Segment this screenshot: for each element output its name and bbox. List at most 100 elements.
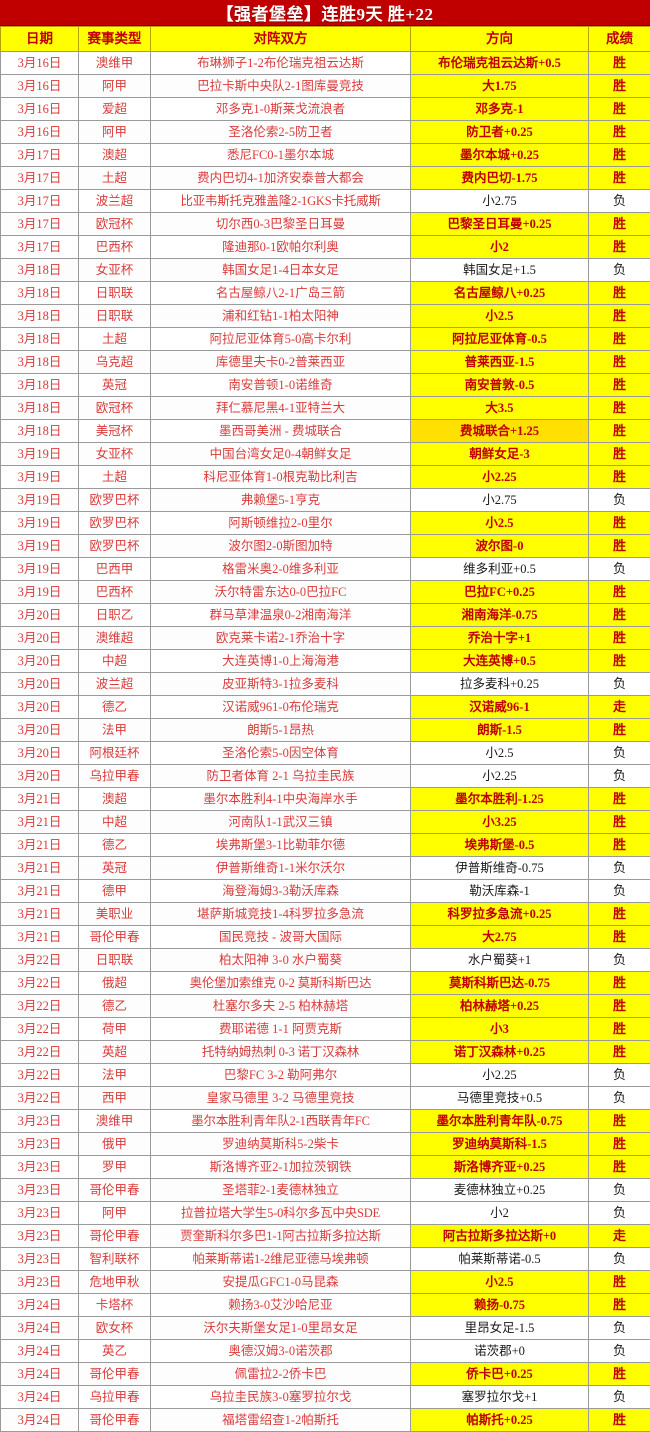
cell-direction: 小2.5 (411, 305, 589, 328)
cell-result: 胜 (589, 52, 650, 75)
cell-direction: 小2.25 (411, 765, 589, 788)
cell-date: 3月20日 (1, 604, 79, 627)
cell-direction: 小2.5 (411, 1271, 589, 1294)
cell-date: 3月24日 (1, 1340, 79, 1363)
cell-direction: 马德里竞技+0.5 (411, 1087, 589, 1110)
cell-league: 波兰超 (79, 673, 151, 696)
cell-league: 土超 (79, 328, 151, 351)
cell-direction: 朗斯-1.5 (411, 719, 589, 742)
cell-result: 胜 (589, 788, 650, 811)
cell-date: 3月23日 (1, 1271, 79, 1294)
cell-result: 胜 (589, 420, 650, 443)
cell-match: 欧克莱卡诺2-1乔治十字 (151, 627, 411, 650)
cell-league: 英冠 (79, 374, 151, 397)
cell-direction: 朝鲜女足-3 (411, 443, 589, 466)
cell-result: 胜 (589, 75, 650, 98)
cell-direction: 小2.75 (411, 190, 589, 213)
cell-league: 波兰超 (79, 190, 151, 213)
cell-league: 德甲 (79, 880, 151, 903)
cell-match: 杜塞尔多夫 2-5 柏林赫塔 (151, 995, 411, 1018)
cell-match: 巴黎FC 3-2 勒阿弗尔 (151, 1064, 411, 1087)
cell-league: 哥伦甲春 (79, 1409, 151, 1432)
cell-league: 哥伦甲春 (79, 926, 151, 949)
cell-league: 欧罗巴杯 (79, 512, 151, 535)
cell-league: 日职联 (79, 305, 151, 328)
cell-match: 国民竞技 - 波哥大国际 (151, 926, 411, 949)
cell-direction: 大1.75 (411, 75, 589, 98)
cell-date: 3月20日 (1, 650, 79, 673)
cell-direction: 柏林赫塔+0.25 (411, 995, 589, 1018)
cell-direction: 罗迪纳莫斯科-1.5 (411, 1133, 589, 1156)
cell-direction: 大连英博+0.5 (411, 650, 589, 673)
cell-result: 负 (589, 1248, 650, 1271)
cell-result: 胜 (589, 1363, 650, 1386)
cell-result: 负 (589, 880, 650, 903)
cell-league: 中超 (79, 650, 151, 673)
cell-league: 乌拉甲春 (79, 1386, 151, 1409)
cell-direction: 防卫者+0.25 (411, 121, 589, 144)
cell-date: 3月19日 (1, 512, 79, 535)
cell-match: 贾奎斯科尔多巴1-1阿古拉斯多拉达斯 (151, 1225, 411, 1248)
cell-date: 3月21日 (1, 811, 79, 834)
cell-direction: 水户蜀葵+1 (411, 949, 589, 972)
cell-result: 胜 (589, 1018, 650, 1041)
cell-result: 负 (589, 1340, 650, 1363)
cell-league: 法甲 (79, 719, 151, 742)
cell-result: 胜 (589, 443, 650, 466)
cell-date: 3月19日 (1, 443, 79, 466)
cell-league: 荷甲 (79, 1018, 151, 1041)
cell-direction: 大2.75 (411, 926, 589, 949)
cell-result: 负 (589, 765, 650, 788)
cell-league: 德乙 (79, 995, 151, 1018)
cell-date: 3月23日 (1, 1110, 79, 1133)
cell-match: 群马草津温泉0-2湘南海洋 (151, 604, 411, 627)
cell-date: 3月16日 (1, 52, 79, 75)
cell-date: 3月20日 (1, 673, 79, 696)
cell-date: 3月24日 (1, 1363, 79, 1386)
cell-result: 胜 (589, 1041, 650, 1064)
cell-result: 负 (589, 949, 650, 972)
cell-league: 欧罗巴杯 (79, 489, 151, 512)
cell-date: 3月16日 (1, 121, 79, 144)
cell-date: 3月24日 (1, 1317, 79, 1340)
cell-match: 中国台湾女足0-4朝鲜女足 (151, 443, 411, 466)
cell-date: 3月24日 (1, 1409, 79, 1432)
cell-date: 3月22日 (1, 1064, 79, 1087)
cell-date: 3月18日 (1, 351, 79, 374)
cell-date: 3月18日 (1, 420, 79, 443)
cell-date: 3月17日 (1, 236, 79, 259)
cell-direction: 布伦瑞克祖云达斯+0.5 (411, 52, 589, 75)
cell-direction: 费内巴切-1.75 (411, 167, 589, 190)
cell-result: 胜 (589, 926, 650, 949)
cell-direction: 诺茨郡+0 (411, 1340, 589, 1363)
cell-result: 负 (589, 558, 650, 581)
cell-date: 3月18日 (1, 282, 79, 305)
cell-direction: 里昂女足-1.5 (411, 1317, 589, 1340)
cell-match: 奥伦堡加索维克 0-2 莫斯科斯巴达 (151, 972, 411, 995)
cell-result: 胜 (589, 972, 650, 995)
cell-direction: 侨卡巴+0.25 (411, 1363, 589, 1386)
cell-date: 3月23日 (1, 1248, 79, 1271)
cell-result: 胜 (589, 144, 650, 167)
cell-result: 胜 (589, 834, 650, 857)
cell-direction: 埃弗斯堡-0.5 (411, 834, 589, 857)
cell-match: 沃尔夫斯堡女足1-0里昂女足 (151, 1317, 411, 1340)
cell-match: 墨尔本胜利4-1中央海岸水手 (151, 788, 411, 811)
cell-date: 3月21日 (1, 903, 79, 926)
cell-match: 沃尔特雷东达0-0巴拉FC (151, 581, 411, 604)
cell-direction: 帕莱斯蒂诺-0.5 (411, 1248, 589, 1271)
cell-direction: 波尔图-0 (411, 535, 589, 558)
cell-match: 汉诺威961-0布伦瑞克 (151, 696, 411, 719)
